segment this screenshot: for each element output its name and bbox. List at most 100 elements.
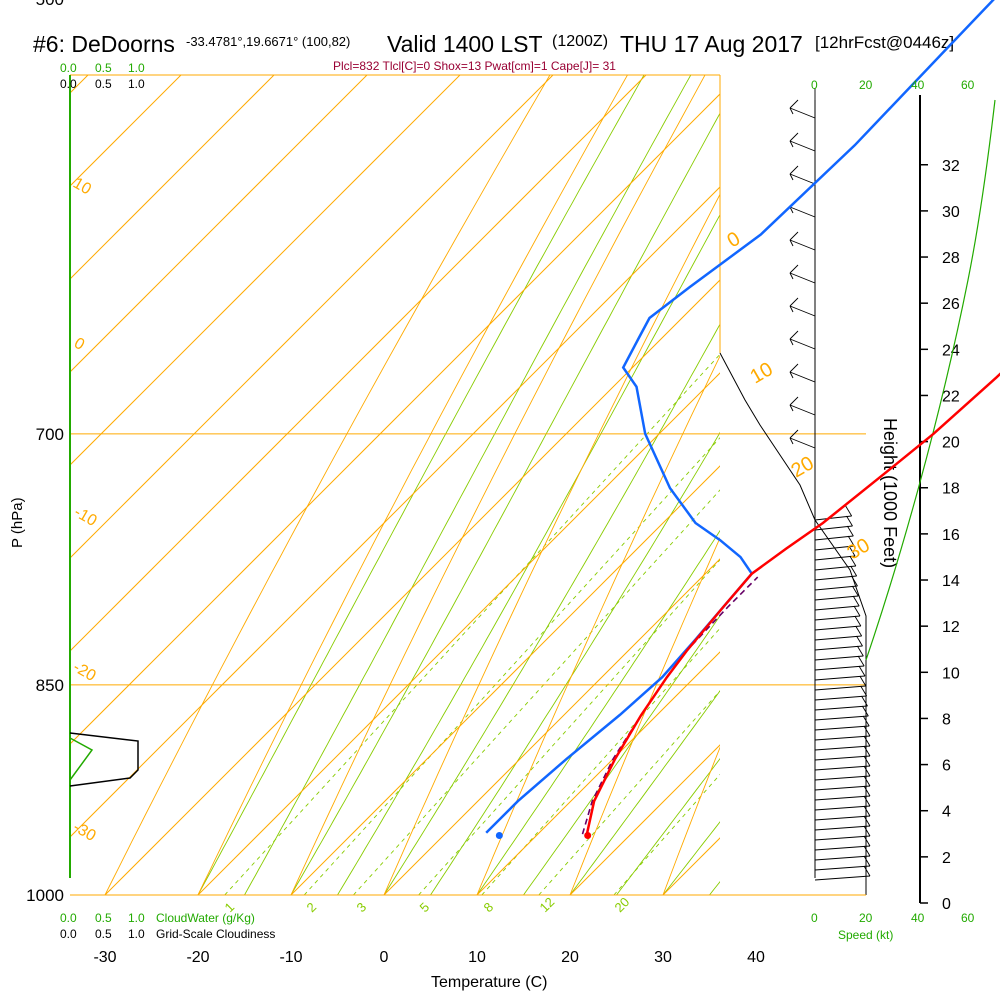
adiabat-label: -20	[70, 659, 99, 685]
dry-adiabat	[828, 0, 1000, 958]
wind-barb	[814, 835, 871, 851]
mixing-ratio-line	[481, 627, 720, 895]
pressure-tick-850: 850	[36, 676, 64, 695]
wind-barb	[814, 705, 869, 721]
wind-barb	[789, 253, 816, 284]
station-coords: -33.4781°,19.6671° (100,82)	[186, 34, 350, 49]
dry-adiabats	[104, 0, 1000, 958]
wind-barb	[814, 625, 863, 641]
isotherm	[70, 186, 720, 838]
mixing-ratio-label: 5	[417, 899, 433, 915]
height-tick-2: 2	[942, 850, 951, 867]
top-cloudiness-scale-1: 0.5	[95, 77, 112, 91]
temp-tick-20: 20	[561, 949, 579, 966]
wind-barb	[814, 795, 871, 811]
temperature-line	[585, 372, 1000, 838]
bottom-cloudiness-scale-1: 0.5	[95, 927, 112, 941]
wind-barb	[789, 154, 816, 185]
wind-barb	[789, 319, 816, 350]
wind-barb	[814, 575, 858, 591]
adiabat-label: 20	[788, 452, 818, 482]
moist-adiabats	[197, 75, 720, 895]
cloudiness-label: Grid-Scale Cloudiness	[156, 927, 275, 941]
dry-adiabat	[923, 0, 1000, 958]
height-tick-16: 16	[942, 527, 960, 544]
dry-adiabat	[662, 746, 720, 895]
wind-barb	[814, 595, 860, 611]
dry-adiabat	[290, 75, 706, 895]
mixing-ratio-label: 12	[537, 894, 558, 915]
adiabat-label: 30	[844, 534, 874, 564]
valid-time: Valid 1400 LST	[387, 31, 543, 57]
wind-barb	[814, 775, 871, 791]
dry-adiabat	[197, 75, 629, 895]
cloudwater-profile	[69, 737, 94, 781]
top-cloudiness-scale-0: 0.0	[60, 77, 77, 91]
height-tick-18: 18	[942, 481, 960, 498]
wind-barb	[814, 675, 867, 691]
height-tick-32: 32	[942, 158, 960, 175]
height-tick-12: 12	[942, 619, 960, 636]
adiabat-label: 0	[71, 335, 87, 354]
wind-barbs	[789, 88, 871, 881]
wind-barb	[814, 845, 871, 861]
mixing-ratio-line	[538, 690, 720, 895]
height-tick-0: 0	[942, 896, 951, 913]
wind-barb	[789, 220, 816, 251]
isotherm	[70, 75, 182, 187]
mixing-ratio-labels: 1 2 3 5 8 12 20	[222, 894, 633, 915]
wind-barb	[814, 785, 871, 801]
wind-barb	[814, 815, 871, 831]
top-cloudiness-scale-2: 1.0	[128, 77, 145, 91]
surface-dewpoint-dot	[495, 831, 503, 839]
adiabat-label: 10	[70, 175, 94, 199]
moist-adiabat	[523, 615, 720, 895]
valid-zulu: (1200Z)	[552, 33, 608, 50]
moist-adiabat	[337, 213, 720, 895]
top-cloudwater-scale-2: 1.0	[128, 61, 145, 75]
mixing-ratio-label: 8	[481, 899, 497, 915]
parcel-line	[581, 576, 759, 835]
adiabat-label: -30	[70, 819, 99, 845]
wind-barb	[814, 515, 853, 531]
temp-tick-0: 0	[380, 949, 389, 966]
top-speed-scale-1: 20	[859, 78, 873, 92]
top-cloudwater-scale-1: 0.5	[95, 61, 112, 75]
isotherm	[476, 651, 720, 895]
top-speed-scale-2: 40	[911, 78, 925, 92]
temp-tick--10: -10	[279, 949, 302, 966]
bottom-speed-scale-0: 0	[811, 911, 818, 925]
sounding-params: Plcl=832 Tlcl[C]=0 Shox=13 Pwat[cm]=1 Ca…	[333, 59, 616, 73]
wind-barb	[814, 695, 868, 711]
isotherm	[849, 0, 1000, 895]
pressure-axis-label: P (hPa)	[9, 497, 26, 548]
bottom-speed-scale-3: 60	[961, 911, 975, 925]
wind-barb	[814, 605, 861, 621]
dry-adiabat	[569, 536, 720, 895]
wind-barb	[814, 855, 871, 871]
height-tick-4: 4	[942, 804, 951, 821]
temp-tick-40: 40	[747, 949, 765, 966]
wind-barb	[814, 745, 871, 761]
isotherm	[569, 744, 720, 895]
bottom-cloudwater-scale-2: 1.0	[128, 911, 145, 925]
mixing-ratio-label: 2	[304, 899, 320, 915]
speed-label: Speed (kt)	[838, 928, 893, 942]
temp-tick--30: -30	[93, 949, 116, 966]
pressure-tick-500: 500	[36, 0, 64, 9]
valid-date: THU 17 Aug 2017	[620, 31, 803, 57]
wind-barb	[814, 545, 856, 561]
wind-barb	[814, 525, 854, 541]
adiabat-label: 10	[747, 358, 777, 388]
moist-adiabat	[383, 323, 720, 895]
wind-barb	[789, 385, 816, 416]
wind-barb	[814, 725, 871, 741]
wind-barb	[814, 535, 855, 551]
wind-barb	[814, 865, 871, 881]
height-tick-14: 14	[942, 573, 960, 590]
temperature-tick-labels: -30 -20 -10 0 10 20 30 40	[93, 949, 765, 966]
wind-barb	[789, 88, 816, 119]
surface-temperature-dot	[584, 831, 592, 839]
